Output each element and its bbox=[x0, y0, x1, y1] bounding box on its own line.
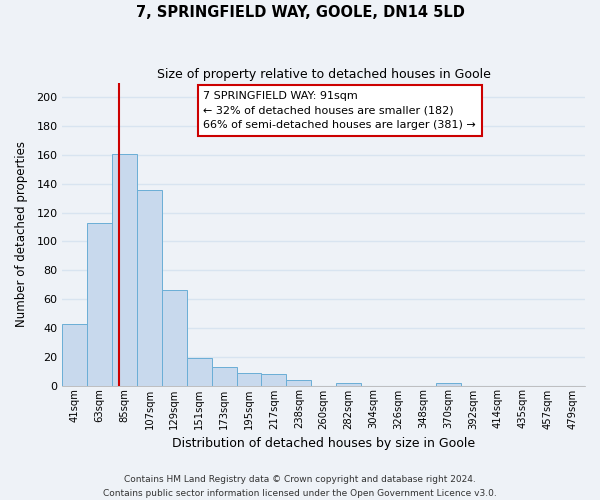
Bar bbox=[137, 190, 162, 386]
Bar bbox=[286, 380, 311, 386]
Text: 7 SPRINGFIELD WAY: 91sqm
← 32% of detached houses are smaller (182)
66% of semi-: 7 SPRINGFIELD WAY: 91sqm ← 32% of detach… bbox=[203, 90, 476, 130]
Bar bbox=[112, 154, 137, 386]
Bar bbox=[87, 223, 112, 386]
Bar bbox=[62, 324, 87, 386]
Bar bbox=[212, 367, 236, 386]
Bar bbox=[187, 358, 212, 386]
Text: Contains HM Land Registry data © Crown copyright and database right 2024.
Contai: Contains HM Land Registry data © Crown c… bbox=[103, 476, 497, 498]
Title: Size of property relative to detached houses in Goole: Size of property relative to detached ho… bbox=[157, 68, 491, 80]
Text: 7, SPRINGFIELD WAY, GOOLE, DN14 5LD: 7, SPRINGFIELD WAY, GOOLE, DN14 5LD bbox=[136, 5, 464, 20]
Bar bbox=[162, 290, 187, 386]
Bar bbox=[236, 372, 262, 386]
Bar bbox=[262, 374, 286, 386]
Bar bbox=[336, 382, 361, 386]
X-axis label: Distribution of detached houses by size in Goole: Distribution of detached houses by size … bbox=[172, 437, 475, 450]
Bar bbox=[436, 382, 461, 386]
Y-axis label: Number of detached properties: Number of detached properties bbox=[15, 142, 28, 328]
